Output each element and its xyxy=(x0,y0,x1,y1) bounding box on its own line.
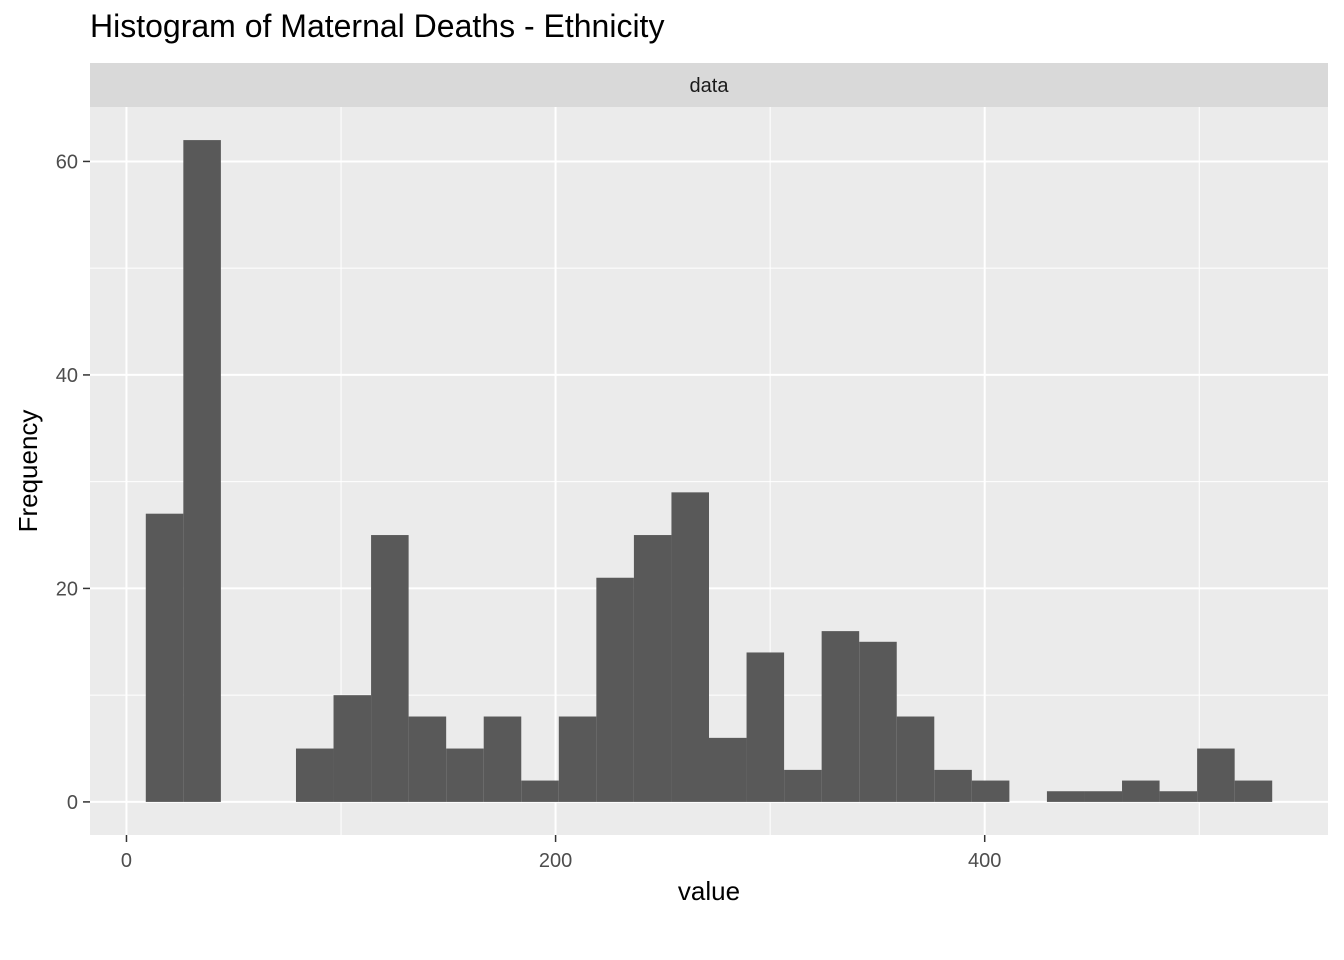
histogram-bar xyxy=(896,716,935,802)
facet-strip-label: data xyxy=(690,75,730,97)
histogram-bar xyxy=(1234,780,1273,802)
histogram-bar xyxy=(633,535,672,802)
histogram-bar xyxy=(371,535,409,802)
histogram-bar xyxy=(1159,791,1198,802)
histogram-bar xyxy=(784,769,822,802)
y-axis-label: Frequency xyxy=(13,410,43,533)
histogram-bar xyxy=(333,695,372,802)
histogram-bar xyxy=(596,577,634,802)
x-axis-label: value xyxy=(678,876,740,906)
histogram-bar xyxy=(709,737,747,802)
histogram-bar xyxy=(1046,791,1085,802)
x-tick-label: 0 xyxy=(121,850,132,872)
histogram-bar xyxy=(746,652,785,802)
histogram-bar xyxy=(446,748,484,802)
y-tick-label: 20 xyxy=(56,578,78,600)
histogram-bar xyxy=(1122,780,1160,802)
histogram-bar xyxy=(408,716,447,802)
histogram-bar xyxy=(521,780,559,802)
histogram-bar xyxy=(821,631,860,802)
histogram-bar xyxy=(971,780,1010,802)
histogram-bar xyxy=(934,769,972,802)
histogram-bar xyxy=(859,641,897,802)
facet-strip xyxy=(90,63,1328,107)
y-tick-label: 40 xyxy=(56,365,78,387)
y-tick-label: 0 xyxy=(67,792,78,814)
y-tick-label: 60 xyxy=(56,151,78,173)
histogram-bar xyxy=(145,513,184,802)
histogram-bar xyxy=(558,716,597,802)
x-tick-label: 400 xyxy=(968,850,1001,872)
histogram-bar xyxy=(1197,748,1235,802)
chart-title: Histogram of Maternal Deaths - Ethnicity xyxy=(90,8,665,44)
histogram-bar xyxy=(1084,791,1123,802)
histogram-bar xyxy=(183,140,221,802)
x-tick-label: 200 xyxy=(539,850,572,872)
histogram-bar xyxy=(671,492,709,802)
histogram-bar xyxy=(295,748,334,802)
histogram-bar xyxy=(483,716,522,802)
